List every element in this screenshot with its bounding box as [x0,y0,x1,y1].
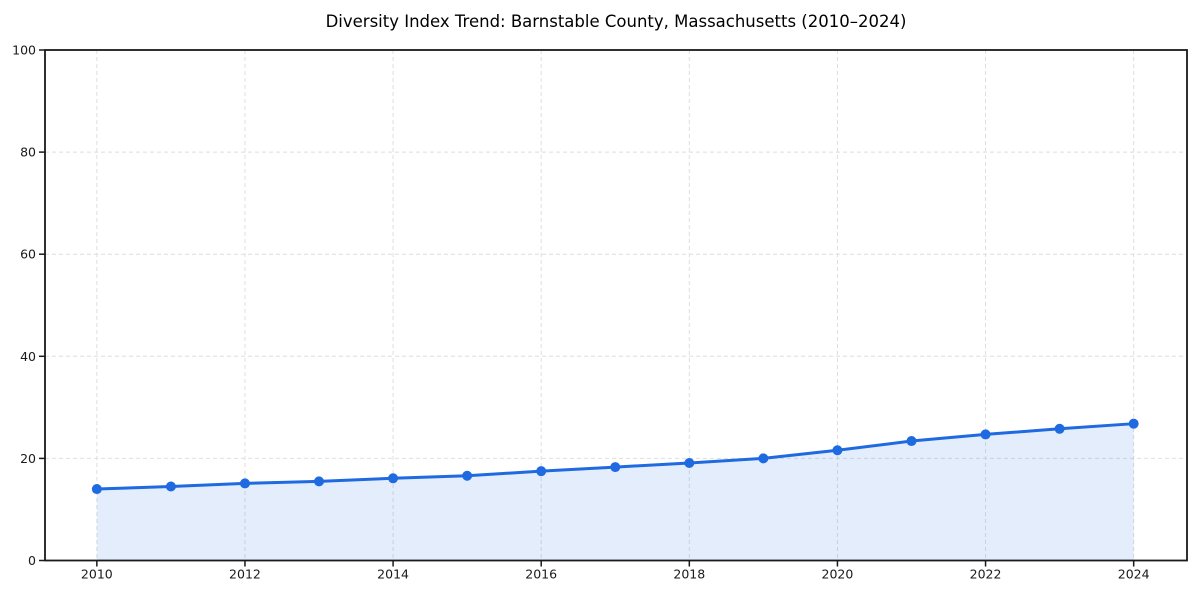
chart-title: Diversity Index Trend: Barnstable County… [325,12,907,31]
x-tick-label: 2014 [377,567,409,582]
x-tick-label: 2024 [1118,567,1150,582]
data-point-2019 [758,453,769,464]
data-point-2018 [684,457,695,468]
data-point-2010 [91,484,102,495]
x-tick-label: 2016 [525,567,557,582]
x-tick-label: 2010 [81,567,113,582]
y-tick-label: 80 [20,145,36,160]
data-point-2021 [906,436,917,447]
data-point-2022 [980,429,991,440]
y-tick-label: 0 [28,553,36,568]
y-tick-label: 100 [12,43,36,58]
area-fill [96,423,1134,561]
data-point-2012 [239,478,250,489]
x-tick-label: 2018 [673,567,705,582]
data-point-2017 [610,462,621,473]
x-tick-label: 2012 [229,567,261,582]
data-point-2016 [536,466,547,477]
x-tick-label: 2020 [822,567,854,582]
data-point-2015 [462,470,473,481]
y-tick-label: 60 [20,247,36,262]
x-tick-label: 2022 [970,567,1002,582]
plot-border [44,49,1188,562]
data-point-2024 [1128,418,1139,429]
data-point-2020 [832,445,843,456]
data-point-2014 [388,473,399,484]
data-point-2013 [314,476,325,487]
data-point-2023 [1054,423,1065,434]
y-tick-label: 40 [20,349,36,364]
data-point-2011 [165,481,176,492]
y-tick-label: 20 [20,451,36,466]
